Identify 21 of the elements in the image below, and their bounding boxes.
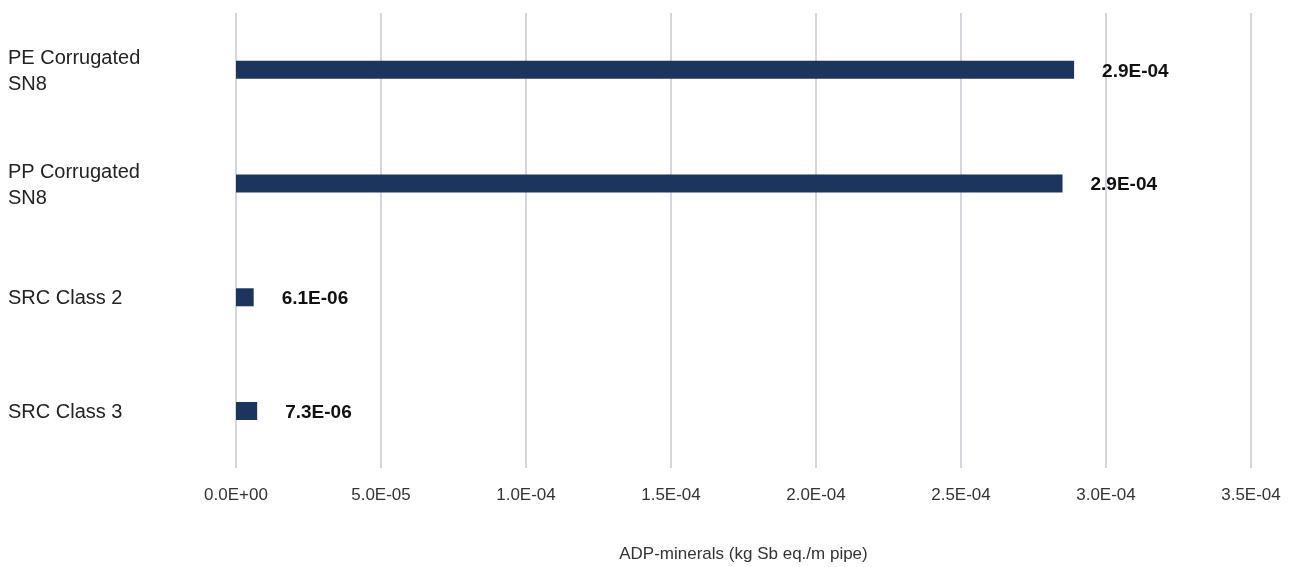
x-tick-label: 2.0E-04: [786, 485, 846, 505]
data-label: 2.9E-04: [1090, 173, 1158, 195]
x-tick-label: 1.0E-04: [496, 485, 556, 505]
x-tick-label: 1.5E-04: [641, 485, 701, 505]
x-tick-label: 5.0E-05: [351, 485, 411, 505]
y-tick-label: SRC Class 2: [8, 286, 123, 309]
y-tick-label: SRC Class 3: [8, 400, 123, 423]
x-tick-label: 3.5E-04: [1221, 485, 1281, 505]
x-axis-title: ADP-minerals (kg Sb eq./m pipe): [619, 544, 868, 563]
bar: [236, 402, 258, 421]
data-label: 6.1E-06: [281, 287, 349, 309]
x-tick-label: 3.0E-04: [1076, 485, 1136, 505]
y-tick-label: PE Corrugated SN8: [8, 45, 141, 94]
y-tick-label: PP Corrugated SN8: [8, 159, 140, 208]
x-tick-label: 2.5E-04: [931, 485, 991, 505]
bar: [236, 60, 1075, 79]
data-label: 7.3E-06: [285, 400, 352, 422]
bar: [236, 174, 1063, 193]
data-label: 2.9E-04: [1102, 59, 1170, 81]
bar: [236, 288, 254, 307]
x-tick-label: 0.0E+00: [204, 485, 268, 505]
